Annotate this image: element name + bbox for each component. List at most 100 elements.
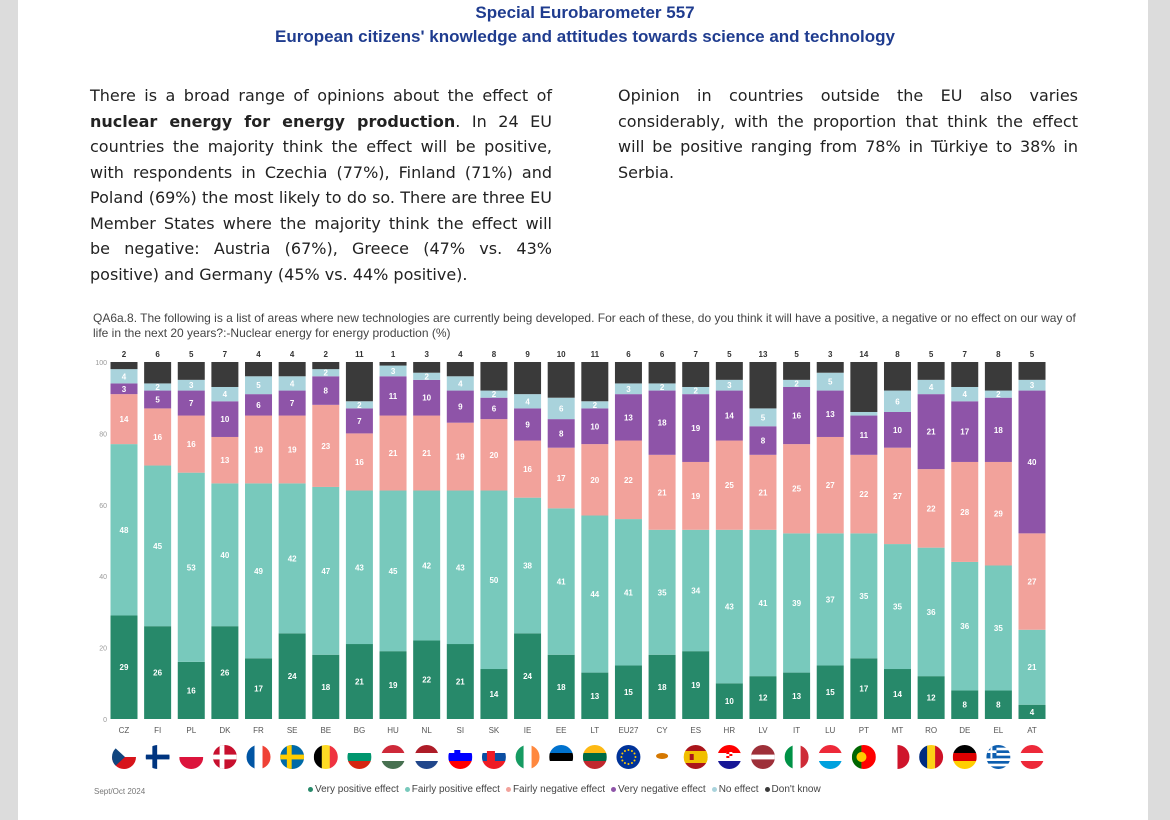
flag-si-icon [448, 745, 473, 769]
flag-hr-icon [717, 745, 742, 769]
data-label: 24 [288, 672, 297, 681]
bar-segment [917, 676, 945, 719]
data-label: 22 [422, 676, 431, 685]
data-label: 2 [357, 401, 362, 410]
bar-segment [547, 362, 575, 398]
bar-segment [379, 490, 407, 652]
x-tick-label: LU [825, 726, 835, 735]
data-label: 4 [290, 379, 295, 388]
bar-segment [514, 394, 542, 409]
data-label: 29 [994, 510, 1003, 519]
bar-segment [614, 440, 642, 520]
data-label: 3 [424, 350, 429, 359]
bar-segment [951, 386, 979, 402]
x-tick-label: FI [154, 726, 161, 735]
bar-segment [547, 447, 575, 509]
bar-segment [581, 362, 609, 402]
bar-segment [211, 401, 239, 437]
bar-segment [177, 472, 205, 662]
flag-sk-icon [481, 745, 506, 769]
bar-segment [245, 376, 273, 395]
bar-segment [547, 654, 575, 719]
data-label: 11 [860, 431, 869, 440]
flag-lu-icon [818, 745, 843, 769]
bar-segment [413, 379, 441, 416]
data-label: 35 [658, 588, 667, 597]
data-label: 36 [960, 622, 969, 631]
bar-segment [144, 465, 172, 627]
bar-segment [917, 394, 945, 470]
data-label: 4 [122, 372, 127, 381]
bar-segment [614, 519, 642, 666]
bar-segment [581, 672, 609, 719]
data-label: 6 [626, 350, 631, 359]
data-label: 40 [1028, 458, 1037, 467]
flag-ro-icon [919, 745, 944, 769]
data-label: 10 [557, 350, 566, 359]
data-label: 25 [792, 485, 801, 494]
data-label: 27 [893, 492, 902, 501]
bar-segment [1018, 379, 1046, 391]
data-label: 9 [525, 420, 530, 429]
x-tick-label: NL [422, 726, 433, 735]
bar-segment [446, 376, 474, 391]
data-label: 19 [691, 681, 700, 690]
data-label: 2 [492, 390, 497, 399]
data-label: 7 [290, 399, 295, 408]
data-label: 4 [458, 379, 463, 388]
bar-segment [379, 415, 407, 491]
bar-segment [413, 362, 441, 373]
flag-cz-icon [112, 745, 136, 769]
bar-segment [984, 390, 1012, 398]
data-label: 4 [963, 390, 968, 399]
legend-item: Don't know [764, 784, 821, 795]
bar-segment [850, 533, 878, 659]
data-label: 2 [324, 350, 329, 359]
data-label: 19 [254, 445, 263, 454]
data-label: 21 [389, 449, 398, 458]
data-label: 16 [523, 465, 532, 474]
bar-segment [110, 383, 138, 395]
x-tick-label: CZ [119, 726, 130, 735]
data-label: 6 [660, 350, 665, 359]
data-label: 14 [120, 415, 129, 424]
data-label: 8 [324, 387, 329, 396]
flag-mt-icon [885, 745, 910, 769]
data-label: 10 [725, 697, 734, 706]
bar-segment [345, 644, 373, 719]
bar-segment [278, 376, 306, 391]
bar-segment [211, 626, 239, 719]
bar-segment [245, 483, 273, 659]
bar-segment [144, 390, 172, 409]
bar-segment [278, 415, 306, 484]
bar-segment [951, 561, 979, 691]
data-label: 10 [220, 415, 229, 424]
data-label: 16 [792, 412, 801, 421]
data-label: 5 [1030, 350, 1035, 359]
x-tick-label: RO [925, 726, 937, 735]
data-label: 13 [759, 350, 768, 359]
data-label: 27 [1028, 578, 1037, 587]
bar-segment [850, 415, 878, 455]
x-tick-label: IT [793, 726, 800, 735]
data-label: 15 [826, 688, 835, 697]
data-label: 11 [389, 392, 398, 401]
bar-segment [614, 383, 642, 395]
bar-segment [312, 404, 340, 487]
data-label: 13 [826, 410, 835, 419]
bar-segment [312, 654, 340, 719]
bar-segment [984, 565, 1012, 691]
bar-segment [581, 444, 609, 516]
data-label: 21 [1028, 663, 1037, 672]
bar-segment [413, 372, 441, 380]
data-label: 47 [321, 567, 330, 576]
y-tick-label: 60 [99, 503, 107, 510]
bar-segment [278, 633, 306, 719]
bar-segment [917, 379, 945, 395]
flag-be-icon [313, 745, 338, 769]
bar-segment [715, 683, 743, 719]
bar-segment [480, 490, 508, 670]
data-label: 11 [591, 350, 600, 359]
bar-segment [413, 490, 441, 641]
data-label: 19 [691, 492, 700, 501]
